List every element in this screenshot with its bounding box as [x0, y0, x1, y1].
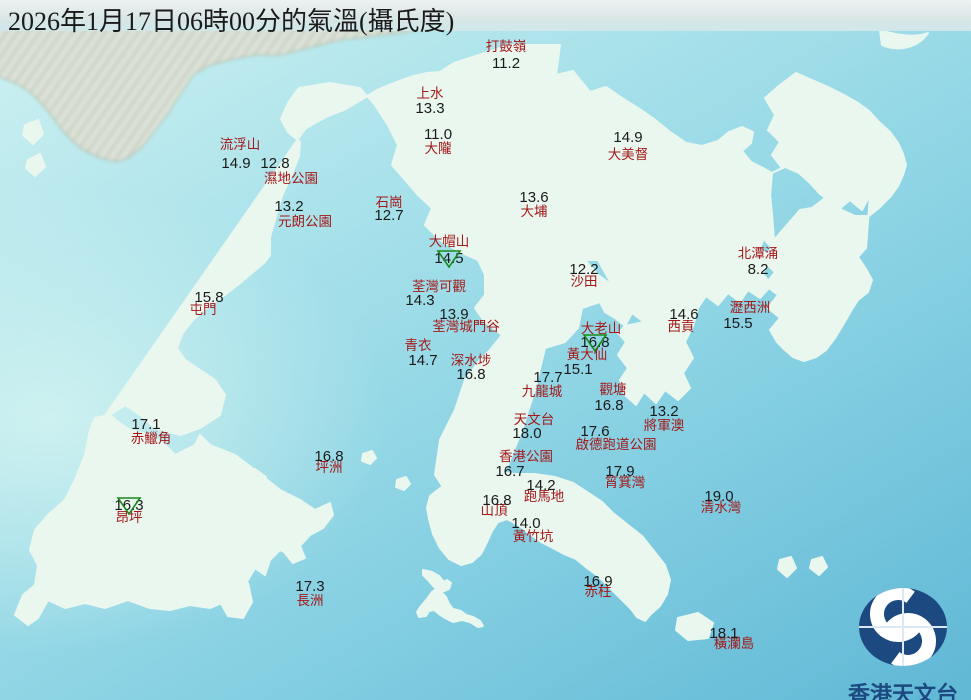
svg-text:14.2: 14.2 — [526, 477, 555, 494]
svg-text:19.0: 19.0 — [704, 488, 733, 505]
svg-text:17.7: 17.7 — [533, 369, 562, 386]
svg-text:15.5: 15.5 — [723, 315, 752, 332]
svg-text:上水: 上水 — [417, 86, 444, 101]
svg-text:流浮山: 流浮山 — [220, 137, 261, 152]
svg-text:黃大仙: 黃大仙 — [567, 347, 608, 362]
svg-text:元朗公園: 元朗公園 — [278, 214, 332, 229]
svg-text:觀塘: 觀塘 — [600, 382, 627, 397]
svg-text:12.2: 12.2 — [569, 261, 598, 278]
svg-text:15.1: 15.1 — [563, 361, 592, 378]
svg-text:13.3: 13.3 — [415, 100, 444, 117]
svg-text:17.9: 17.9 — [605, 463, 634, 480]
svg-text:大埔: 大埔 — [521, 204, 548, 219]
svg-text:14.9: 14.9 — [221, 155, 250, 172]
svg-text:長洲: 長洲 — [297, 593, 324, 608]
svg-text:將軍澳: 將軍澳 — [644, 418, 685, 433]
svg-text:13.2: 13.2 — [274, 198, 303, 215]
svg-text:14.0: 14.0 — [511, 515, 540, 532]
svg-text:16.8: 16.8 — [482, 492, 511, 509]
svg-text:北潭涌: 北潭涌 — [738, 246, 779, 261]
svg-text:11.0: 11.0 — [424, 126, 452, 143]
svg-text:香港天文台: 香港天文台 — [848, 682, 958, 700]
svg-text:13.9: 13.9 — [439, 306, 468, 323]
svg-text:赤鱲角: 赤鱲角 — [131, 431, 172, 446]
svg-text:香港公園: 香港公園 — [499, 449, 553, 464]
svg-text:14.6: 14.6 — [669, 306, 698, 323]
svg-text:18.1: 18.1 — [709, 625, 738, 642]
svg-text:瀝西洲: 瀝西洲 — [730, 300, 771, 315]
svg-text:15.8: 15.8 — [194, 289, 223, 306]
svg-text:12.7: 12.7 — [374, 207, 403, 224]
svg-text:濕地公園: 濕地公園 — [264, 171, 318, 186]
svg-text:青衣: 青衣 — [405, 338, 432, 353]
svg-text:16.8: 16.8 — [594, 397, 623, 414]
svg-text:17.6: 17.6 — [580, 423, 609, 440]
svg-text:14.7: 14.7 — [408, 352, 437, 369]
svg-text:大美督: 大美督 — [608, 147, 649, 162]
svg-text:17.1: 17.1 — [131, 416, 160, 433]
svg-text:13.2: 13.2 — [649, 403, 678, 420]
svg-text:11.2: 11.2 — [492, 55, 520, 72]
svg-text:12.8: 12.8 — [260, 155, 289, 172]
svg-text:大帽山: 大帽山 — [429, 234, 470, 249]
svg-text:打鼓嶺: 打鼓嶺 — [486, 38, 527, 54]
svg-text:13.6: 13.6 — [519, 189, 548, 206]
svg-text:17.3: 17.3 — [295, 578, 324, 595]
svg-text:8.2: 8.2 — [748, 261, 769, 278]
svg-text:16.9: 16.9 — [583, 573, 612, 590]
svg-text:16.7: 16.7 — [495, 463, 524, 480]
svg-text:18.0: 18.0 — [512, 425, 541, 442]
svg-text:14.3: 14.3 — [405, 292, 434, 309]
svg-text:16.8: 16.8 — [314, 448, 343, 465]
svg-text:14.9: 14.9 — [613, 129, 642, 146]
svg-text:16.8: 16.8 — [456, 366, 485, 383]
